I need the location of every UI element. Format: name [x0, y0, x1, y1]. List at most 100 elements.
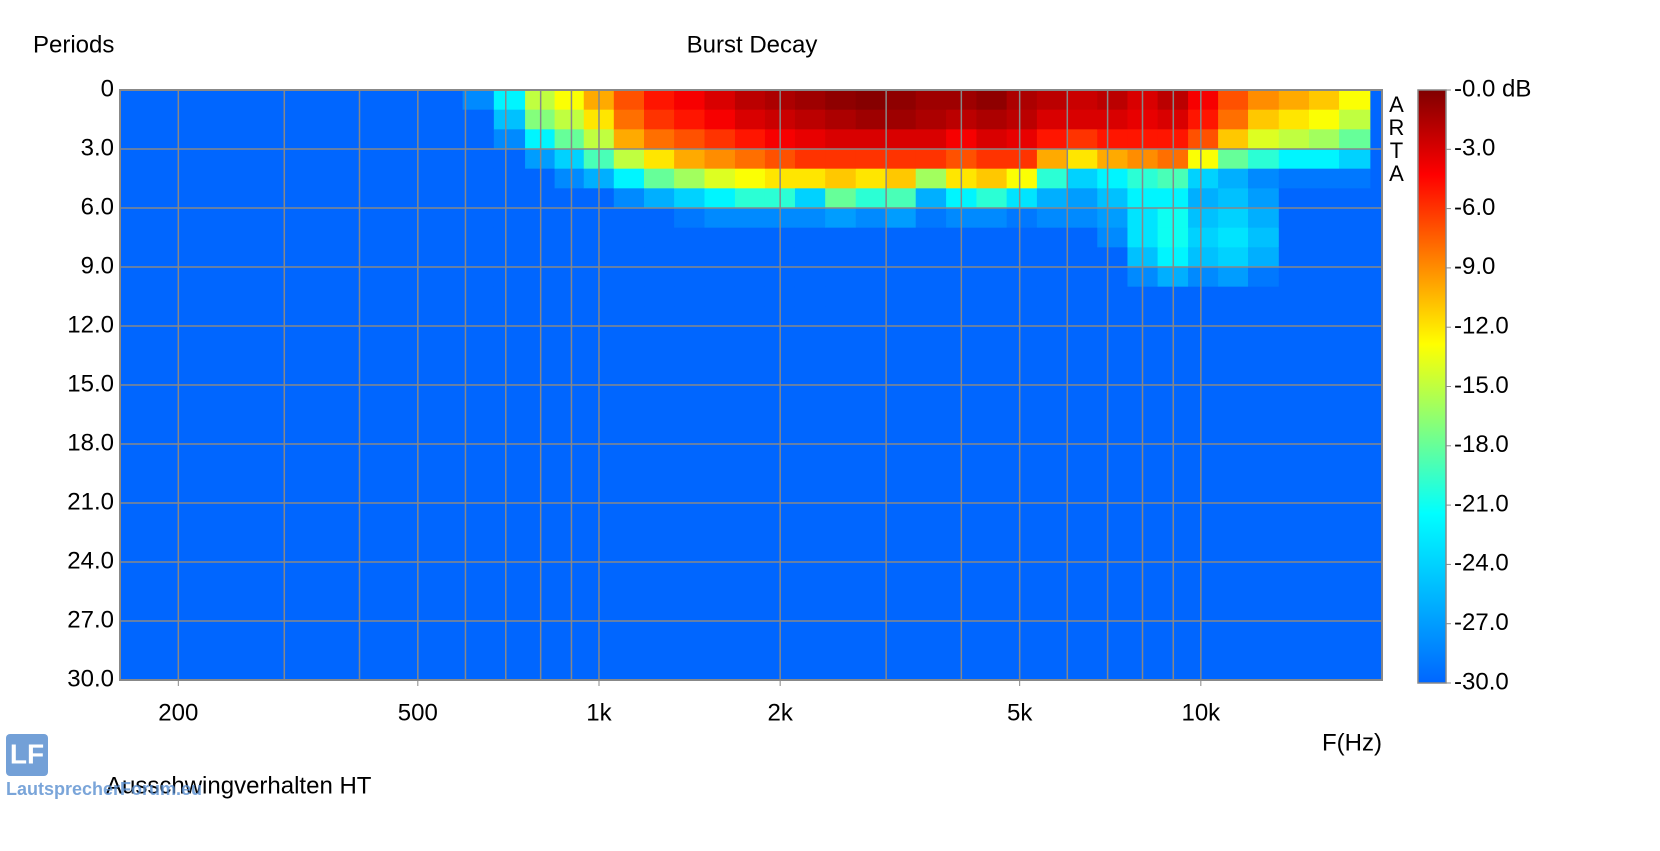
heat-cell — [1006, 267, 1038, 288]
heat-cell — [462, 247, 495, 268]
heat-cell — [915, 109, 947, 130]
heat-cell — [734, 267, 766, 288]
heat-cell — [1006, 247, 1038, 268]
heat-cell — [794, 129, 826, 150]
heat-cell — [1308, 109, 1340, 130]
heat-cell — [554, 286, 585, 307]
heat-cell — [825, 227, 857, 248]
heat-cell — [462, 109, 495, 130]
colorbar-label: -9.0 — [1454, 253, 1495, 280]
heat-cell — [885, 267, 917, 288]
heat-cell — [885, 129, 917, 150]
heat-cell — [855, 286, 887, 307]
heat-cell — [794, 267, 826, 288]
heat-cell — [1248, 267, 1280, 288]
heat-cell — [613, 286, 645, 307]
heat-cell — [1097, 286, 1128, 307]
heat-cell — [554, 247, 585, 268]
heat-cell — [915, 188, 947, 209]
heat-cell — [613, 149, 645, 170]
heat-cell — [1218, 149, 1249, 170]
heat-cell — [885, 90, 917, 111]
heat-cell — [1218, 90, 1249, 111]
heat-cell — [1006, 168, 1038, 189]
heat-cell — [885, 247, 917, 268]
heat-cell — [825, 90, 857, 111]
heat-cell — [613, 90, 645, 111]
x-tick-label: 200 — [158, 699, 198, 726]
heat-cell — [855, 90, 887, 111]
heat-cell — [613, 109, 645, 130]
plot-frame — [119, 89, 1383, 681]
heat-cell — [1278, 188, 1310, 209]
heat-cell — [1188, 247, 1219, 268]
heat-cell — [613, 267, 645, 288]
heat-cell — [794, 227, 826, 248]
heat-cell — [1278, 90, 1310, 111]
heat-cell — [644, 109, 675, 130]
heat-cell — [493, 149, 526, 170]
heat-cell — [1036, 129, 1068, 150]
heat-cell — [1097, 188, 1128, 209]
heat-cell — [1248, 149, 1280, 170]
heat-cell — [885, 188, 917, 209]
heat-cell — [855, 188, 887, 209]
heat-cell — [734, 247, 766, 268]
heat-cell — [825, 208, 857, 229]
y-tick-label: 21.0 — [67, 488, 114, 515]
logo-box — [6, 734, 48, 776]
heat-cell — [1248, 286, 1280, 307]
heat-cell — [1006, 90, 1038, 111]
heat-cell — [1218, 227, 1249, 248]
heat-cell — [734, 90, 766, 111]
heat-cell — [704, 267, 736, 288]
heat-cell — [674, 168, 705, 189]
heat-cell — [1097, 247, 1128, 268]
heat-cell — [1097, 208, 1128, 229]
heat-cell — [644, 129, 675, 150]
heat-cell — [976, 188, 1008, 209]
y-tick-label: 24.0 — [67, 547, 114, 574]
heat-cell — [1308, 247, 1340, 268]
heat-cell — [704, 227, 736, 248]
y-tick-label: 0 — [101, 75, 114, 102]
heat-cell — [1248, 227, 1280, 248]
heat-cell — [915, 267, 947, 288]
heat-cell — [644, 90, 675, 111]
heat-cell — [1036, 267, 1068, 288]
heat-cell — [1036, 247, 1068, 268]
heat-cell — [674, 149, 705, 170]
heat-cell — [1278, 286, 1310, 307]
heat-cell — [1218, 129, 1249, 150]
heat-cell — [644, 188, 675, 209]
heat-cell — [1218, 247, 1249, 268]
heat-cell — [1097, 109, 1128, 130]
heat-cell — [1006, 188, 1038, 209]
y-axis-title: Periods — [33, 31, 114, 58]
heat-cell — [915, 208, 947, 229]
heat-cell — [1006, 149, 1038, 170]
y-tick-label: 12.0 — [67, 311, 114, 338]
heat-cell — [674, 109, 705, 130]
heat-cell — [976, 129, 1008, 150]
heat-cell — [825, 267, 857, 288]
heat-cell — [885, 109, 917, 130]
heat-cell — [855, 208, 887, 229]
heat-cell — [554, 168, 585, 189]
heat-cell — [493, 247, 526, 268]
heat-cell — [674, 90, 705, 111]
heat-cell — [644, 208, 675, 229]
colorbar — [1417, 89, 1447, 684]
heat-cell — [1188, 208, 1219, 229]
heat-cell — [493, 129, 526, 150]
heat-cell — [493, 267, 526, 288]
heat-cell — [1067, 168, 1098, 189]
heat-cell — [976, 168, 1008, 189]
heat-cell — [825, 247, 857, 268]
heat-cell — [674, 129, 705, 150]
heat-cell — [915, 149, 947, 170]
heat-cell — [1036, 188, 1068, 209]
heat-cell — [1339, 286, 1371, 307]
heat-cell — [462, 188, 495, 209]
heat-cell — [1308, 188, 1340, 209]
